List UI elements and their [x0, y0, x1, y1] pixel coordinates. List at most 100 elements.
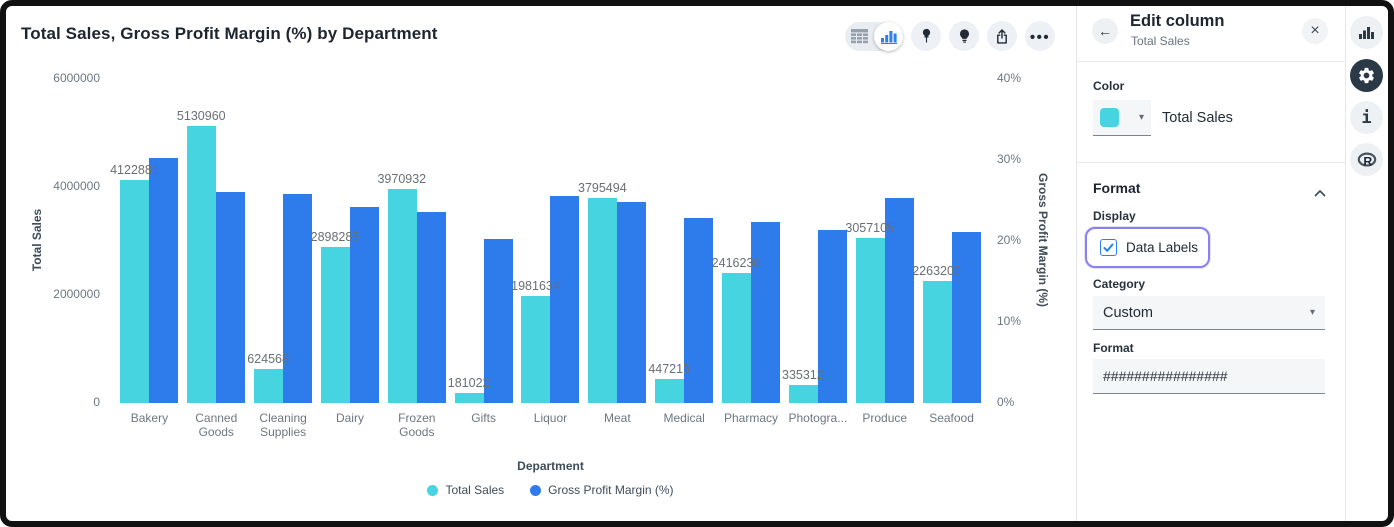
bar-total-sales[interactable]: [788, 384, 818, 403]
bar-total-sales[interactable]: [521, 296, 551, 403]
bar-total-sales[interactable]: [922, 280, 952, 403]
bar-total-sales[interactable]: [187, 125, 217, 403]
color-swatch: [1100, 108, 1119, 127]
format-input[interactable]: [1093, 359, 1325, 394]
bar-total-sales[interactable]: [254, 369, 284, 403]
bar-gross-profit-margin[interactable]: [149, 157, 179, 403]
data-label: 3057105: [845, 220, 895, 235]
bar-gross-profit-margin[interactable]: [416, 211, 446, 403]
chart-view-button[interactable]: [874, 21, 903, 51]
chart-toolbar: •••: [845, 21, 1055, 51]
panel-divider: [1076, 0, 1077, 527]
bar-group: 3795494 Meat: [578, 79, 651, 425]
bar-total-sales[interactable]: [454, 393, 484, 403]
x-axis-category-label: Cleaning Supplies: [259, 411, 307, 440]
data-label: 3795494: [577, 181, 627, 196]
axis-tick-label: 2000000: [53, 287, 100, 301]
data-label: 5130960: [176, 108, 226, 123]
element-format-button[interactable]: [1350, 16, 1383, 49]
bar-total-sales[interactable]: [588, 198, 618, 403]
explain-button[interactable]: [949, 21, 979, 51]
y-axis-right-ticks: 40% 30% 20% 10% 0%: [997, 71, 1047, 409]
category-label: Category: [1093, 277, 1146, 291]
share-icon: [997, 28, 1007, 44]
check-icon: [1103, 243, 1114, 252]
bar-total-sales[interactable]: [320, 246, 350, 403]
bar-group: 2898285 Dairy: [311, 79, 384, 425]
lightbulb-icon: [959, 29, 969, 43]
bar-gross-profit-margin[interactable]: [216, 191, 246, 403]
collapse-section-button[interactable]: [1314, 184, 1326, 202]
bar-gross-profit-margin[interactable]: [550, 196, 580, 403]
legend-label: Total Sales: [445, 483, 505, 497]
data-labels-checkbox[interactable]: [1100, 239, 1117, 256]
view-toggle: [845, 21, 903, 51]
bar-gross-profit-margin[interactable]: [283, 194, 313, 403]
bar-gross-profit-margin[interactable]: [684, 217, 714, 403]
x-axis-category-label: Pharmacy: [724, 411, 779, 425]
close-button[interactable]: ×: [1302, 18, 1328, 44]
bar-group: 3057105 Produce: [845, 79, 918, 425]
bar-total-sales[interactable]: [387, 188, 417, 403]
legend-swatch-teal: [427, 484, 439, 496]
category-select[interactable]: Custom ▾: [1093, 296, 1325, 330]
data-label: 181022: [447, 376, 490, 391]
data-label: 2416230: [711, 255, 761, 270]
axis-tick-label: 20%: [997, 233, 1022, 247]
data-label: 1981634: [511, 279, 560, 293]
bar-group: 447215 Medical: [648, 79, 718, 425]
data-label: 4122881: [110, 163, 159, 178]
data-labels-option: Data Labels: [1085, 227, 1210, 268]
bar-total-sales[interactable]: [722, 272, 752, 403]
more-options-button[interactable]: •••: [1025, 21, 1055, 51]
bar-group: 4122881 Bakery: [110, 79, 183, 425]
bar-total-sales[interactable]: [855, 237, 885, 403]
back-button[interactable]: ←: [1092, 18, 1118, 44]
x-axis-category-label: Medical: [663, 411, 705, 425]
axis-tick-label: 4000000: [53, 179, 100, 193]
color-label: Color: [1093, 79, 1125, 93]
color-dropdown[interactable]: ▾: [1093, 100, 1151, 136]
info-icon: i: [1361, 107, 1372, 128]
bar-gross-profit-margin[interactable]: [349, 206, 379, 403]
legend-label: Gross Profit Margin (%): [548, 483, 674, 497]
r-integration-button[interactable]: R: [1350, 143, 1383, 176]
bar-gross-profit-margin[interactable]: [617, 202, 647, 403]
bar-group: 3970932 Frozen Goods: [377, 79, 450, 439]
x-axis-title: Department: [517, 459, 584, 473]
legend-item-gross-profit-margin[interactable]: Gross Profit Margin (%): [530, 483, 674, 497]
axis-tick-label: 10%: [997, 314, 1022, 328]
x-axis-category-label: Frozen Goods: [398, 411, 436, 440]
axis-tick-label: 30%: [997, 152, 1022, 166]
data-labels-label[interactable]: Data Labels: [1126, 240, 1199, 255]
info-button[interactable]: i: [1350, 101, 1383, 134]
format-section-header[interactable]: Format: [1093, 180, 1141, 196]
bar-total-sales[interactable]: [655, 378, 685, 403]
bar-gross-profit-margin[interactable]: [884, 198, 914, 403]
bar-gross-profit-margin[interactable]: [751, 221, 781, 403]
table-view-button[interactable]: [845, 22, 874, 51]
legend-item-total-sales[interactable]: Total Sales: [427, 483, 504, 497]
x-axis-category-label: Dairy: [335, 411, 364, 425]
data-label: 624568: [247, 352, 289, 367]
bar-gross-profit-margin[interactable]: [951, 232, 981, 403]
data-label: 2898285: [310, 229, 360, 244]
export-button[interactable]: [987, 21, 1017, 51]
gear-icon: [1359, 67, 1374, 84]
x-axis-category-label: Produce: [862, 411, 908, 425]
x-axis-category-label: Photogra...: [788, 411, 848, 425]
back-arrow-icon: ←: [1098, 23, 1112, 39]
pin-button[interactable]: [911, 21, 941, 51]
panel-title: Edit column: [1130, 12, 1225, 30]
bar-total-sales[interactable]: [120, 180, 150, 403]
ellipsis-icon: •••: [1029, 28, 1051, 46]
x-axis-category-label: Bakery: [130, 411, 169, 425]
bar-gross-profit-margin[interactable]: [817, 230, 847, 403]
settings-button[interactable]: [1350, 59, 1383, 92]
bar-gross-profit-margin[interactable]: [483, 239, 513, 403]
caret-down-icon: ▾: [1138, 112, 1144, 123]
category-value: Custom: [1103, 304, 1153, 321]
format-field-label: Format: [1093, 341, 1134, 355]
chart-legend: Total Sales Gross Profit Margin (%): [116, 483, 985, 497]
bar-group: 2416230 Pharmacy: [712, 79, 785, 425]
